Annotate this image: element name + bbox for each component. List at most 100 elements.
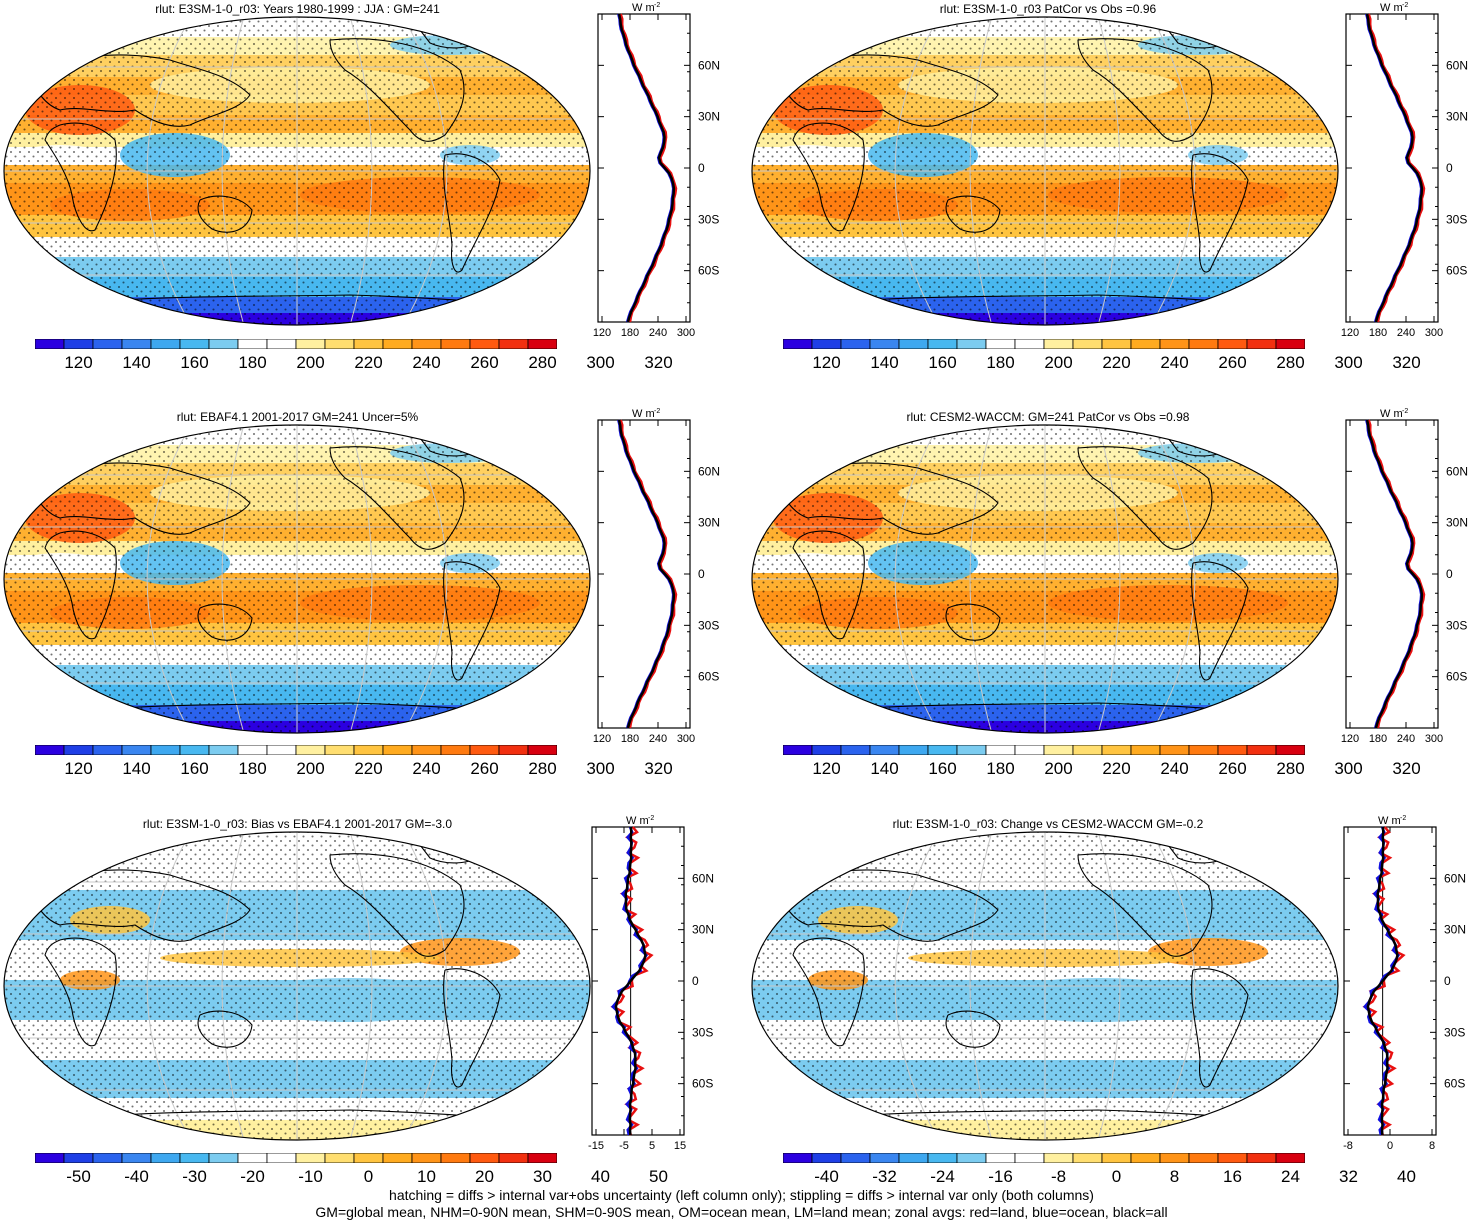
zonal-tick-label: 240 <box>1397 733 1415 745</box>
zonal-lat-label: 30N <box>1446 110 1468 124</box>
colorbar-swatch <box>1101 339 1132 349</box>
colorbar-swatches <box>783 1153 1305 1163</box>
colorbar-swatch <box>498 339 529 349</box>
zonal-tick-label: 120 <box>1341 327 1359 339</box>
colorbar-tick-label: 300 <box>1334 759 1363 778</box>
colorbar-swatch <box>266 745 297 755</box>
colorbar-tick-label: 220 <box>354 353 383 372</box>
colorbar-tick-label: 140 <box>870 353 899 372</box>
colorbar-swatch <box>266 1153 297 1163</box>
colorbar-tick-label: -40 <box>814 1167 839 1186</box>
colorbar-tick-label: 260 <box>1218 759 1247 778</box>
robinson-map <box>3 424 591 734</box>
colorbar-swatch <box>956 745 987 755</box>
colorbar-swatch <box>208 339 239 349</box>
zonal-lat-label: 60S <box>692 1077 713 1091</box>
zonal-lat-label: 30N <box>692 923 714 937</box>
colorbar-swatch <box>121 1153 152 1163</box>
zonal-tick-label: 120 <box>593 733 611 745</box>
zonal-lat-label: 60S <box>1446 670 1467 684</box>
colorbar-swatch <box>179 339 210 349</box>
colorbar-tick-label: -16 <box>988 1167 1013 1186</box>
colorbar-tick-label: 10 <box>417 1167 436 1186</box>
colorbar-swatch <box>35 745 65 755</box>
zonal-lat-label: 60N <box>1444 871 1466 885</box>
zonal-mean-plot: W m -2 60N 30N 0 30S 60S 120 180 240 300 <box>593 408 720 745</box>
colorbar-swatch <box>469 745 500 755</box>
colorbar-swatch <box>237 339 268 349</box>
colorbar-tick-label: 40 <box>591 1167 610 1186</box>
colorbar-swatch <box>324 745 355 755</box>
zonal-series-all <box>1365 419 1424 729</box>
colorbar-swatches <box>35 339 557 349</box>
zonal-lat-label: 60N <box>1446 58 1468 72</box>
colorbar-swatch <box>1188 745 1219 755</box>
zonal-tick-label: -8 <box>1343 1140 1353 1152</box>
colorbar-swatch <box>63 1153 94 1163</box>
colorbar-tick-label: 180 <box>238 759 267 778</box>
footer-note-line2: GM=global mean, NHM=0-90N mean, SHM=0-90… <box>315 1204 1168 1220</box>
panel-title: rlut: E3SM-1-0_r03: Bias vs EBAF4.1 2001… <box>142 817 453 831</box>
colorbar-tick-label: -40 <box>124 1167 149 1186</box>
zonal-tick-label: 15 <box>674 1140 686 1152</box>
colorbar-swatch <box>1217 1153 1248 1163</box>
colorbar-tick-label: 220 <box>354 759 383 778</box>
colorbar-tick-label: 0 <box>1111 1167 1122 1186</box>
colorbar-tick-label: 240 <box>412 353 441 372</box>
colorbar-swatch <box>1130 339 1161 349</box>
colorbar-swatch <box>295 745 326 755</box>
zonal-lat-label: 60N <box>698 58 720 72</box>
colorbar-swatch <box>150 1153 181 1163</box>
colorbar-tick-label: -10 <box>298 1167 323 1186</box>
colorbar-tick-label: 220 <box>1102 759 1131 778</box>
zonal-tick-label: 120 <box>593 327 611 339</box>
colorbar-swatch <box>92 339 123 349</box>
colorbar-swatch <box>1217 745 1248 755</box>
colorbar-swatch <box>1101 1153 1132 1163</box>
colorbar-tick-label: -32 <box>872 1167 897 1186</box>
colorbar: 120 140 160 180 200 220 240 260 280 300 320 <box>35 339 673 379</box>
zonal-lat-label: 60N <box>698 464 720 478</box>
colorbar-swatch <box>440 745 471 755</box>
colorbar-tick-label: 120 <box>64 759 93 778</box>
colorbar-swatch <box>1101 745 1132 755</box>
zonal-tick-label: 300 <box>677 733 695 745</box>
svg-text:-2: -2 <box>654 408 660 415</box>
colorbar-tick-label: 240 <box>412 759 441 778</box>
robinson-map <box>751 16 1339 326</box>
colorbar-tick-label: 160 <box>928 353 957 372</box>
colorbar-swatch <box>208 745 239 755</box>
colorbar-tick-label: 140 <box>870 759 899 778</box>
colorbar-swatch <box>382 339 413 349</box>
colorbar-swatch <box>783 1153 813 1163</box>
colorbar-swatch <box>869 339 900 349</box>
zonal-tick-label: -5 <box>619 1140 629 1152</box>
zonal-units-label: W m <box>626 815 649 827</box>
zonal-tick-label: 240 <box>649 733 667 745</box>
colorbar-tick-label: -20 <box>240 1167 265 1186</box>
svg-text:-2: -2 <box>654 2 660 9</box>
colorbar-swatch <box>411 339 442 349</box>
zonal-series-all <box>1365 13 1424 323</box>
colorbar-swatch <box>1014 745 1045 755</box>
zonal-tick-label: 300 <box>677 327 695 339</box>
colorbar-tick-label: 260 <box>1218 353 1247 372</box>
colorbar-swatch <box>179 745 210 755</box>
colorbar-swatch <box>179 1153 210 1163</box>
colorbar-swatch <box>92 745 123 755</box>
colorbar-tick-label: 140 <box>122 759 151 778</box>
colorbar-swatches <box>783 339 1305 349</box>
colorbar-tick-label: 160 <box>180 759 209 778</box>
colorbar-tick-label: 300 <box>1334 353 1363 372</box>
zonal-lat-label: 60S <box>698 264 719 278</box>
colorbar-swatch <box>956 1153 987 1163</box>
colorbar-tick-label: 32 <box>1339 1167 1358 1186</box>
colorbar-swatch <box>1275 1153 1305 1163</box>
colorbar-tick-label: 180 <box>986 353 1015 372</box>
zonal-tick-label: 300 <box>1425 733 1443 745</box>
colorbar-tick-label: 320 <box>644 353 673 372</box>
colorbar-swatch <box>1246 1153 1277 1163</box>
colorbar-swatch <box>1130 1153 1161 1163</box>
colorbar-tick-label: 320 <box>1392 353 1421 372</box>
zonal-lat-label: 60S <box>698 670 719 684</box>
